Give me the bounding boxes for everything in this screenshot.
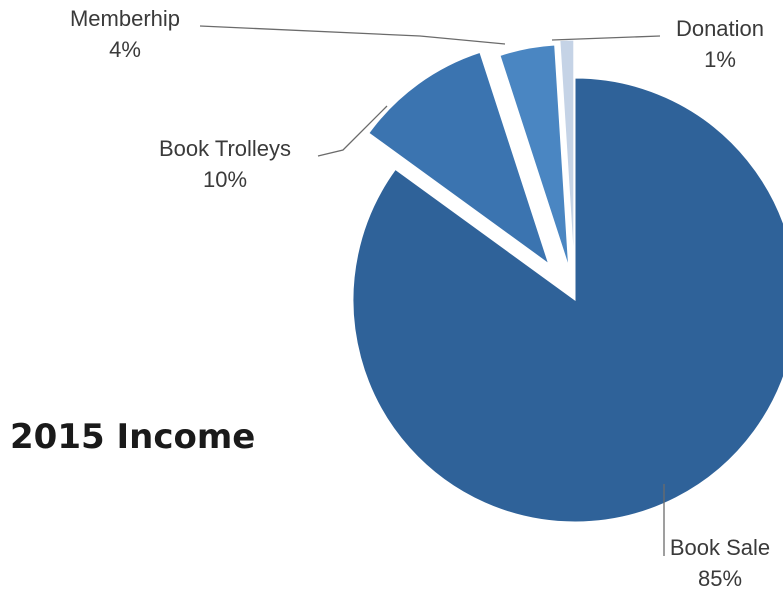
slice-label-name: Memberhip (70, 6, 180, 31)
pie-slices (352, 39, 783, 523)
pie-slice-memberhip (499, 44, 570, 267)
leader-line (551, 35, 661, 41)
slice-labels: Book Sale 85% Book Trolleys 10% Memberhip 4% D… (70, 6, 770, 591)
pie-slice-donation (559, 39, 575, 263)
slice-label-name: Donation (676, 16, 764, 41)
leader-lines (199, 25, 665, 556)
leader-line (199, 25, 506, 45)
slice-label: Memberhip 4% (70, 6, 180, 62)
pie-slice-book-sale (352, 77, 783, 523)
slice-label-percent: 1% (704, 47, 736, 72)
slice-label-percent: 85% (698, 566, 742, 591)
leader-line (317, 105, 388, 157)
slice-label: Book Sale 85% (670, 535, 770, 591)
chart-title: 2015 Income (10, 417, 255, 457)
pie-slice-book-trolleys (368, 51, 550, 265)
slice-label-percent: 10% (203, 167, 247, 192)
slice-label: Donation 1% (676, 16, 764, 72)
slice-label-name: Book Trolleys (159, 136, 291, 161)
slice-label-percent: 4% (109, 37, 141, 62)
slice-label-name: Book Sale (670, 535, 770, 560)
slice-label: Book Trolleys 10% (159, 136, 291, 192)
